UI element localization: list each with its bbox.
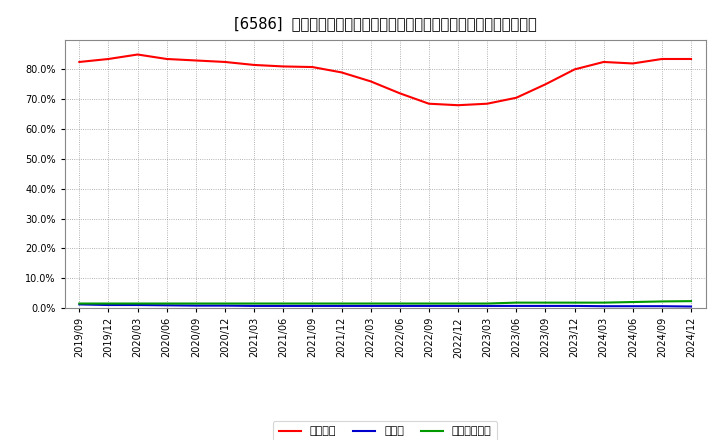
繰延税金資産 — [687, 298, 696, 304]
のれん — [163, 303, 171, 308]
自己資本 — [75, 59, 84, 65]
繰延税金資産 — [279, 301, 287, 306]
繰延税金資産 — [75, 301, 84, 306]
繰延税金資産 — [395, 301, 404, 306]
のれん — [570, 303, 579, 308]
繰延税金資産 — [425, 301, 433, 306]
のれん — [657, 304, 666, 309]
Legend: 自己資本, のれん, 繰延税金資産: 自己資本, のれん, 繰延税金資産 — [274, 421, 497, 440]
自己資本 — [657, 56, 666, 62]
自己資本 — [192, 58, 200, 63]
自己資本 — [279, 64, 287, 69]
自己資本 — [220, 59, 229, 65]
繰延税金資産 — [250, 301, 258, 306]
繰延税金資産 — [308, 301, 317, 306]
繰延税金資産 — [454, 301, 462, 306]
自己資本 — [104, 56, 113, 62]
繰延税金資産 — [163, 301, 171, 306]
自己資本 — [512, 95, 521, 100]
のれん — [220, 303, 229, 308]
のれん — [454, 303, 462, 308]
のれん — [250, 303, 258, 308]
のれん — [75, 302, 84, 307]
自己資本 — [337, 70, 346, 75]
繰延税金資産 — [541, 300, 550, 305]
のれん — [192, 303, 200, 308]
のれん — [541, 303, 550, 308]
自己資本 — [250, 62, 258, 68]
のれん — [133, 302, 142, 308]
繰延税金資産 — [104, 301, 113, 306]
Line: 繰延税金資産: 繰延税金資産 — [79, 301, 691, 304]
のれん — [687, 304, 696, 309]
のれん — [308, 303, 317, 308]
Line: のれん: のれん — [79, 304, 691, 307]
繰延税金資産 — [570, 300, 579, 305]
繰延税金資産 — [629, 299, 637, 304]
のれん — [512, 303, 521, 308]
自己資本 — [599, 59, 608, 65]
Title: [6586]  自己資本、のれん、繰延税金資産の総資産に対する比率の推移: [6586] 自己資本、のれん、繰延税金資産の総資産に対する比率の推移 — [234, 16, 536, 32]
繰延税金資産 — [337, 301, 346, 306]
のれん — [279, 303, 287, 308]
自己資本 — [395, 91, 404, 96]
繰延税金資産 — [192, 301, 200, 306]
自己資本 — [541, 82, 550, 87]
自己資本 — [454, 103, 462, 108]
のれん — [395, 303, 404, 308]
自己資本 — [163, 56, 171, 62]
自己資本 — [133, 52, 142, 57]
のれん — [599, 304, 608, 309]
のれん — [366, 303, 375, 308]
自己資本 — [425, 101, 433, 106]
繰延税金資産 — [133, 301, 142, 306]
自己資本 — [629, 61, 637, 66]
繰延税金資産 — [512, 300, 521, 305]
のれん — [483, 303, 492, 308]
繰延税金資産 — [657, 299, 666, 304]
のれん — [104, 302, 113, 308]
繰延税金資産 — [599, 300, 608, 305]
自己資本 — [570, 67, 579, 72]
のれん — [629, 304, 637, 309]
のれん — [425, 303, 433, 308]
繰延税金資産 — [483, 301, 492, 306]
自己資本 — [687, 56, 696, 62]
のれん — [337, 303, 346, 308]
繰延税金資産 — [220, 301, 229, 306]
Line: 自己資本: 自己資本 — [79, 55, 691, 105]
自己資本 — [308, 64, 317, 70]
自己資本 — [483, 101, 492, 106]
繰延税金資産 — [366, 301, 375, 306]
自己資本 — [366, 79, 375, 84]
